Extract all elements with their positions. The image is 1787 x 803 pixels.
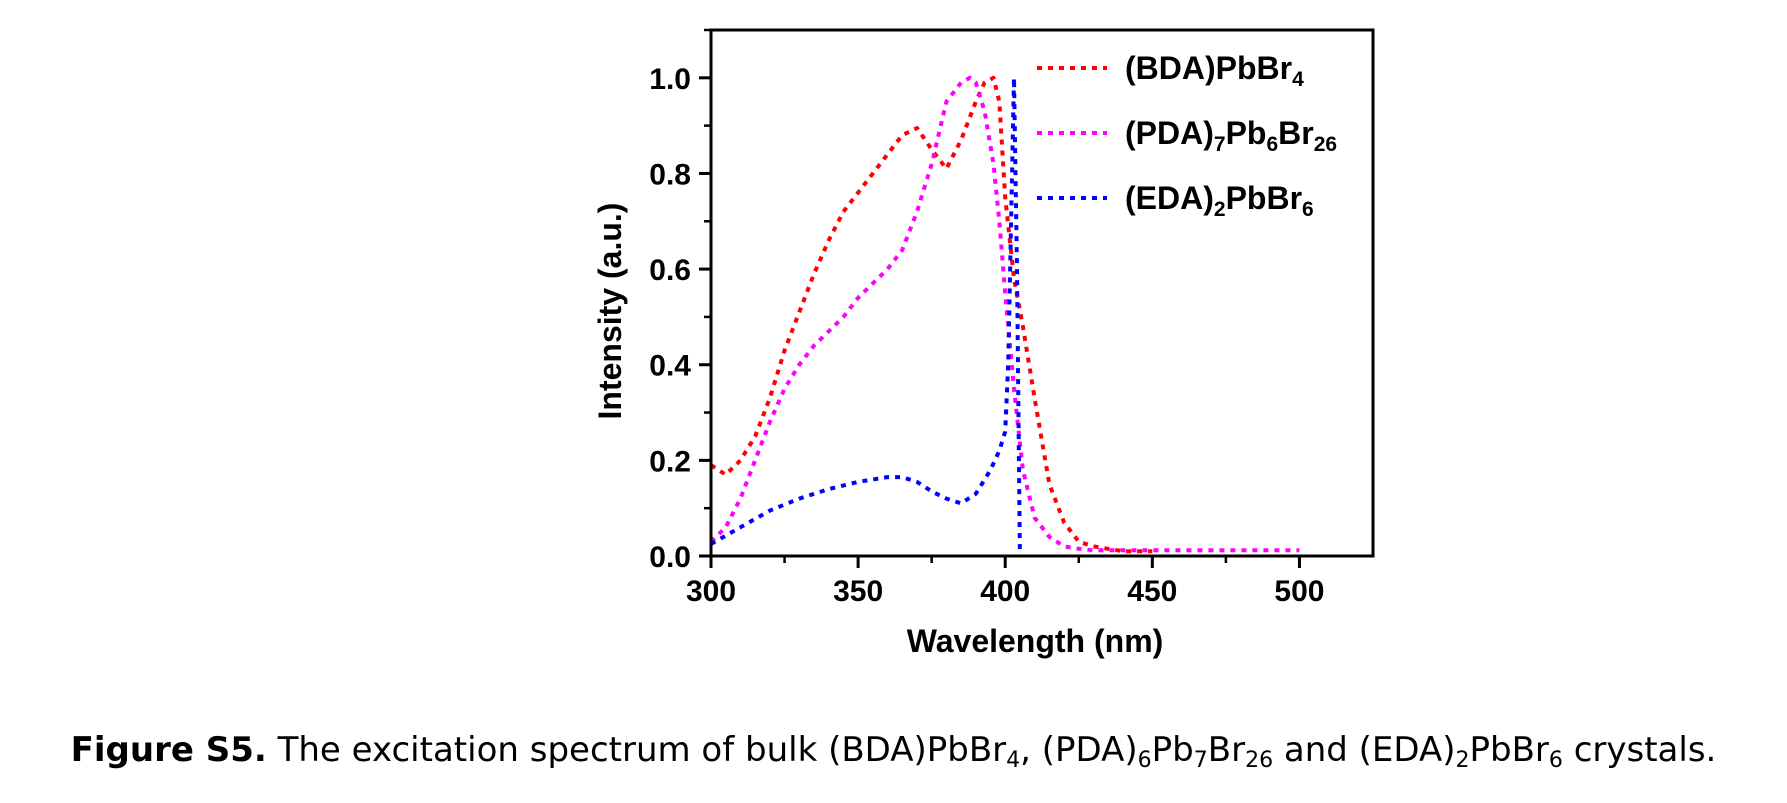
x-axis-label: Wavelength (nm) bbox=[907, 623, 1164, 659]
x-tick-label: 300 bbox=[686, 575, 736, 608]
y-axis-label: Intensity (a.u.) bbox=[592, 203, 628, 420]
plot-frame bbox=[709, 28, 1375, 558]
x-tick-label: 450 bbox=[1127, 575, 1177, 608]
legend-label-1: (BDA)PbBr4 bbox=[1125, 50, 1304, 91]
axes-layer: 300 350 400 450 500 0.0 0.2 0.4 0.6 0.8 1.0 bbox=[649, 28, 1375, 608]
series-line-2 bbox=[709, 75, 1300, 553]
y-tick-label: 0.2 bbox=[649, 445, 691, 478]
figure-caption: Figure S5. The excitation spectrum of bu… bbox=[0, 730, 1787, 773]
y-tick-label: 0.0 bbox=[649, 541, 691, 574]
caption-text: The excitation spectrum of bulk (BDA)PbB… bbox=[266, 730, 1717, 773]
y-tick-label: 0.4 bbox=[649, 350, 691, 383]
x-tick-label: 400 bbox=[980, 575, 1030, 608]
y-tick-label: 0.8 bbox=[649, 158, 691, 191]
y-tick-label: 1.0 bbox=[649, 63, 691, 96]
series-line-1 bbox=[709, 75, 1153, 554]
legend: (BDA)PbBr4 (PDA)7Pb6Br26 (EDA)2PbBr6 bbox=[1037, 50, 1337, 221]
x-tick-label: 500 bbox=[1274, 575, 1324, 608]
series-line-3 bbox=[710, 75, 1022, 557]
x-tick-label: 350 bbox=[833, 575, 883, 608]
series-layer bbox=[709, 75, 1300, 557]
legend-label-3: (EDA)2PbBr6 bbox=[1125, 180, 1314, 221]
caption-label: Figure S5. bbox=[70, 730, 267, 770]
y-tick-label: 0.6 bbox=[649, 254, 691, 287]
legend-label-2: (PDA)7Pb6Br26 bbox=[1125, 115, 1337, 156]
